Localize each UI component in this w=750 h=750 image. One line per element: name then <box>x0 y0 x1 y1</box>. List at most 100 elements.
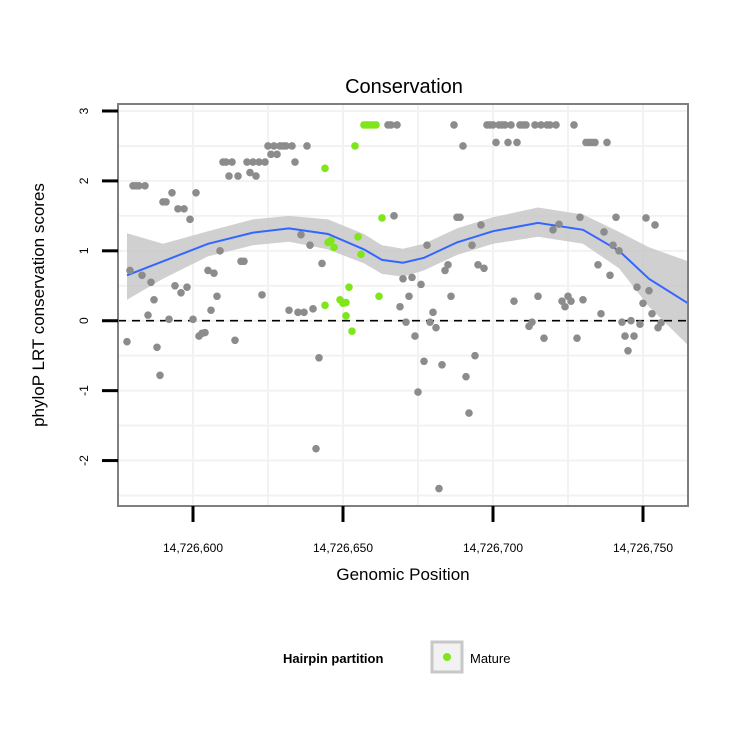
data-point <box>138 271 146 280</box>
data-point-mature <box>372 121 380 129</box>
data-point <box>141 181 149 190</box>
data-point <box>576 213 584 222</box>
data-point <box>633 283 641 291</box>
data-point <box>246 168 254 177</box>
data-point <box>522 121 530 129</box>
data-point-mature <box>378 214 386 222</box>
data-point-mature <box>357 250 365 259</box>
data-point-mature <box>321 301 329 310</box>
data-point <box>408 273 416 282</box>
data-point <box>420 357 428 366</box>
smooth-line <box>126 221 689 305</box>
data-point-mature <box>345 283 353 291</box>
data-point-mature <box>348 327 356 336</box>
data-point <box>552 121 560 129</box>
data-point <box>603 138 611 147</box>
data-point-mature <box>354 233 362 241</box>
data-point-mature <box>342 312 350 320</box>
data-point <box>180 205 188 213</box>
data-point <box>228 158 236 166</box>
data-point <box>411 332 419 340</box>
data-point <box>291 158 299 166</box>
data-point <box>306 241 314 250</box>
data-point <box>594 261 602 269</box>
data-point <box>294 308 302 317</box>
data-point <box>642 214 650 222</box>
data-point <box>474 261 482 269</box>
data-point <box>444 261 452 269</box>
data-point <box>153 343 161 352</box>
data-point <box>555 220 563 229</box>
data-point <box>480 264 488 273</box>
data-point <box>396 302 404 311</box>
data-point <box>258 291 266 299</box>
data-point <box>318 259 326 268</box>
data-point <box>534 292 542 301</box>
data-point <box>156 371 164 380</box>
data-point <box>210 269 218 277</box>
data-point <box>561 302 569 311</box>
data-point <box>639 299 647 308</box>
data-point <box>627 316 635 325</box>
data-point <box>123 337 131 346</box>
data-point <box>609 241 617 250</box>
y-tick-label: -1 <box>77 385 91 396</box>
data-point <box>657 319 665 327</box>
data-point <box>600 228 608 236</box>
legend: Hairpin partition Mature <box>283 640 510 674</box>
data-point <box>615 247 623 255</box>
data-point <box>282 142 290 150</box>
data-point <box>243 158 251 166</box>
data-point <box>450 121 458 129</box>
data-point <box>174 205 182 213</box>
confidence-band <box>127 207 688 346</box>
y-tick-label: 3 <box>77 107 91 114</box>
data-point <box>150 295 158 304</box>
data-point <box>414 388 422 396</box>
data-point <box>462 372 470 381</box>
data-point <box>468 241 476 250</box>
data-point <box>429 308 437 317</box>
data-point <box>612 213 620 222</box>
data-points <box>123 121 665 493</box>
data-point <box>423 241 431 250</box>
data-point <box>147 278 155 287</box>
chart-title: Conservation <box>345 76 463 98</box>
data-point <box>405 292 413 301</box>
data-point <box>201 328 209 337</box>
data-point <box>162 198 170 206</box>
panel-border <box>117 103 689 507</box>
data-point-mature <box>375 292 383 301</box>
data-point <box>507 121 515 129</box>
data-point <box>183 283 191 291</box>
legend-key-mature-icon <box>443 653 451 661</box>
data-point <box>426 318 434 326</box>
data-point-mature <box>321 164 329 173</box>
data-point <box>489 121 497 129</box>
data-point <box>393 121 401 129</box>
data-point <box>540 334 548 343</box>
data-point <box>504 138 512 147</box>
data-point <box>513 138 521 147</box>
axes: 14,726,600 14,726,650 14,726,700 14,726,750… <box>77 107 673 555</box>
data-point <box>216 247 224 255</box>
data-point <box>618 318 626 326</box>
data-point <box>573 334 581 343</box>
data-point <box>267 150 275 159</box>
data-point <box>207 306 215 315</box>
data-point <box>144 311 152 319</box>
data-point <box>591 138 599 147</box>
x-tick-label: 14,726,650 <box>313 541 373 555</box>
data-point <box>309 305 317 313</box>
data-point <box>303 142 311 150</box>
data-point <box>186 215 194 224</box>
data-point <box>255 158 263 166</box>
data-point <box>438 360 446 369</box>
data-point <box>597 309 605 318</box>
legend-label-mature: Mature <box>470 651 510 666</box>
data-point <box>549 226 557 234</box>
data-point-mature <box>342 298 350 307</box>
data-point <box>177 288 185 297</box>
legend-title: Hairpin partition <box>283 651 383 666</box>
